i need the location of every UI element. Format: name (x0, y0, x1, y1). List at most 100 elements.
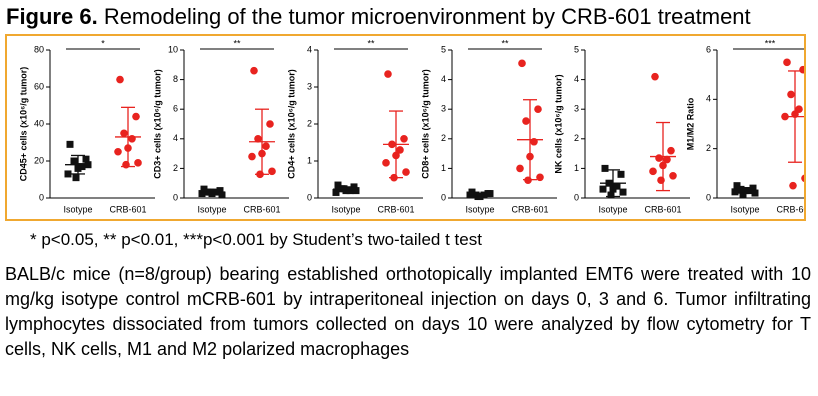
data-point (346, 187, 354, 195)
data-point (128, 135, 136, 143)
y-axis-label: CD8+ cells (x10⁶/g tumor) (420, 69, 430, 178)
x-tick-label: Isotype (730, 204, 759, 214)
data-point (266, 120, 274, 128)
data-point (749, 184, 757, 192)
data-point (382, 159, 390, 167)
data-point (78, 163, 86, 171)
y-axis-label: CD45+ cells (x10⁶/g tumor) (18, 67, 28, 181)
data-point (799, 65, 807, 74)
data-point (733, 182, 741, 190)
y-tick-label: 40 (34, 118, 44, 128)
data-point (739, 190, 747, 198)
significance: *** (765, 38, 776, 48)
data-point (350, 183, 358, 191)
figure-title: Figure 6. Remodeling of the tumor microe… (6, 4, 751, 30)
y-tick-label: 3 (441, 104, 446, 114)
y-tick-label: 5 (574, 44, 579, 54)
data-point (731, 188, 739, 196)
x-tick-label: Isotype (63, 204, 92, 214)
y-tick-label: 2 (307, 118, 312, 128)
data-point (116, 75, 124, 84)
data-point (801, 174, 809, 183)
data-point (534, 105, 542, 113)
data-point (82, 155, 90, 163)
data-point (522, 117, 530, 125)
y-tick-label: 4 (574, 74, 579, 84)
data-point (334, 181, 342, 189)
data-point (617, 170, 625, 178)
data-point (70, 157, 78, 165)
data-point (516, 164, 524, 173)
y-tick-label: 2 (574, 133, 579, 143)
data-point (216, 187, 224, 195)
data-point (669, 172, 677, 180)
y-tick-label: 0 (441, 192, 446, 202)
y-tick-label: 6 (173, 104, 178, 114)
figure-label: Figure 6. (6, 4, 98, 29)
significance: ** (367, 38, 375, 48)
data-point (737, 185, 745, 193)
data-point (667, 146, 675, 155)
data-point (250, 66, 258, 75)
y-tick-label: 80 (34, 44, 44, 54)
data-point (787, 90, 795, 99)
x-tick-label: CRB-601 (511, 204, 548, 214)
y-tick-label: 4 (173, 133, 178, 143)
y-tick-label: 60 (34, 81, 44, 91)
data-point (599, 185, 607, 193)
y-tick-label: 0 (307, 192, 312, 202)
y-tick-label: 1 (574, 163, 579, 173)
data-point (72, 174, 80, 182)
y-tick-label: 6 (706, 44, 711, 54)
y-tick-label: 4 (307, 44, 312, 54)
y-tick-label: 0 (706, 192, 711, 202)
y-tick-label: 20 (34, 155, 44, 165)
y-tick-label: 5 (441, 44, 446, 54)
footnote: * p<0.05, ** p<0.01, ***p<0.001 by Stude… (30, 230, 482, 249)
y-tick-label: 2 (173, 163, 178, 173)
data-point (655, 154, 663, 162)
x-tick-label: Isotype (197, 204, 226, 214)
data-point (518, 59, 526, 68)
significance: ** (501, 38, 509, 48)
y-tick-label: 0 (173, 192, 178, 202)
data-point (657, 176, 665, 185)
data-point (254, 135, 262, 143)
y-tick-label: 0 (39, 192, 44, 202)
data-point (396, 146, 404, 154)
data-point (751, 189, 759, 197)
data-point (783, 58, 791, 67)
figure-panel: 0 20 40 60 80 CD45+ cells (x10⁶/g tumor) Isoty… (5, 34, 818, 221)
y-tick-label: 0 (574, 192, 579, 202)
figure-title-text: Remodeling of the tumor microenvironment… (103, 4, 751, 29)
y-tick-label: 8 (173, 74, 178, 84)
data-point (400, 135, 408, 143)
data-point (120, 129, 128, 138)
x-tick-label: Isotype (465, 204, 494, 214)
data-point (198, 190, 206, 198)
x-tick-label: CRB-601 (776, 204, 804, 214)
significance: * (101, 38, 105, 48)
y-tick-label: 3 (307, 81, 312, 91)
y-tick-label: 4 (706, 94, 711, 104)
data-point (352, 187, 360, 195)
significance: ** (233, 38, 241, 48)
y-axis-label: CD4+ cells (x10⁶/g tumor) (286, 69, 296, 178)
y-tick-label: 1 (307, 155, 312, 165)
data-point (649, 167, 657, 176)
data-point (789, 181, 797, 190)
data-point (607, 191, 615, 199)
data-point (486, 190, 494, 198)
data-point (332, 188, 340, 196)
y-tick-label: 1 (441, 163, 446, 173)
data-point (268, 167, 276, 176)
x-tick-label: CRB-601 (377, 204, 414, 214)
data-point (619, 188, 627, 196)
data-point (536, 173, 544, 182)
y-axis-label: M1/M2 Ratio (685, 97, 695, 150)
data-point (402, 168, 410, 176)
y-tick-label: 2 (706, 143, 711, 153)
y-axis-label: NK cells (x10⁶/g tumor) (553, 74, 563, 173)
data-point (132, 112, 140, 121)
